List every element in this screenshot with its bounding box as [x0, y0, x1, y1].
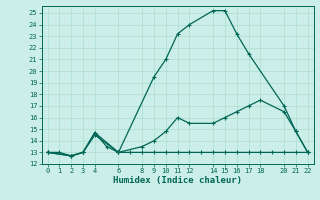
X-axis label: Humidex (Indice chaleur): Humidex (Indice chaleur) — [113, 176, 242, 185]
